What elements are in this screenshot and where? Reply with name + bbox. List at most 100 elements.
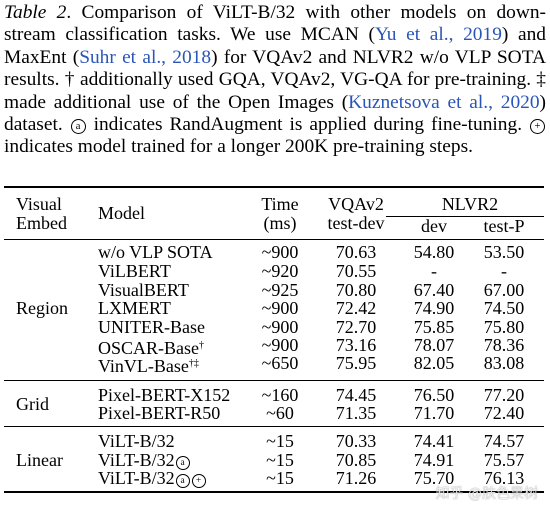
caption-text: ) dataset. <box>4 91 546 136</box>
vqav2-score: 71.26 <box>335 468 377 488</box>
nlvr2-dev-score: 74.90 <box>413 298 455 318</box>
group-separator-rule <box>4 380 544 381</box>
model-name: VisualBERT <box>98 281 189 300</box>
inference-time: ~900 <box>261 335 299 355</box>
header-nlvr2: NLVR2 <box>441 194 499 214</box>
header-separator-rule <box>4 239 544 240</box>
model-name: Pixel-BERT-R50 <box>98 404 220 423</box>
model-name-text: OSCAR-Base <box>98 338 200 358</box>
model-name: ViLT-B/32 <box>98 432 175 451</box>
watermark: 知乎 @肤色果树 <box>435 486 538 502</box>
caption-text: ) and MaxEnt ( <box>4 24 546 68</box>
model-name-text: ViLT-B/32 <box>98 450 175 470</box>
footnote-marker: †‡ <box>188 358 199 369</box>
header-nlvr2-dev: dev <box>421 216 447 236</box>
nlvr2-dev-score: 71.70 <box>413 403 455 423</box>
nlvr2-testp-score: 76.13 <box>483 468 525 488</box>
visual-embed-label: Region <box>16 298 68 318</box>
inference-time: ~60 <box>266 403 294 423</box>
model-name-text: ViLT-B/32 <box>98 468 175 488</box>
nlvr2-subheader-rule <box>386 216 544 217</box>
nlvr2-dev-score: 67.40 <box>413 280 455 300</box>
inference-time: ~900 <box>261 298 299 318</box>
inference-time: ~900 <box>261 317 299 337</box>
model-name: UNITER-Base <box>98 318 205 337</box>
nlvr2-dev-score: 75.85 <box>413 317 455 337</box>
randaugment-symbol: a <box>70 119 86 135</box>
model-name: VinVL-Base†‡ <box>98 354 199 376</box>
visual-embed-label: Linear <box>16 450 63 470</box>
vqav2-score: 72.70 <box>335 317 377 337</box>
table-caption: Table 2. Comparison of ViLT-B/32 with ot… <box>4 2 546 159</box>
vqav2-score: 70.55 <box>335 261 377 281</box>
header-vqav2-split: test-dev <box>327 213 385 233</box>
inference-time: ~15 <box>266 450 294 470</box>
nlvr2-dev-score: - <box>431 261 437 281</box>
citation-link[interactable]: Yu et al., 2019 <box>374 24 502 46</box>
nlvr2-testp-score: 74.57 <box>483 431 525 451</box>
footnote-marker: † <box>199 340 205 351</box>
nlvr2-testp-score: 75.80 <box>483 317 525 337</box>
header-vqav2: VQAv2 <box>328 194 384 214</box>
nlvr2-testp-score: 77.20 <box>483 385 525 405</box>
vqav2-score: 70.63 <box>335 242 377 262</box>
model-name: ViLT-B/32 a <box>98 451 191 470</box>
header-time: Time <box>261 194 299 214</box>
nlvr2-dev-score: 54.80 <box>413 242 455 262</box>
model-name-text: ViLT-B/32 <box>98 431 175 451</box>
randaugment-symbol: a <box>175 456 190 470</box>
model-name: Pixel-BERT-X152 <box>98 386 230 405</box>
header-embed: Embed <box>16 213 67 233</box>
model-name-text: Pixel-BERT-R50 <box>98 403 221 423</box>
model-name-text: VinVL-Base <box>98 356 189 376</box>
nlvr2-dev-score: 75.70 <box>413 468 455 488</box>
inference-time: ~15 <box>266 468 294 488</box>
nlvr2-testp-score: 78.36 <box>483 335 525 355</box>
model-name-text: ViLBERT <box>98 261 171 281</box>
model-name-text: w/o VLP SOTA <box>98 242 213 262</box>
vqav2-score: 70.80 <box>335 280 377 300</box>
model-name-text: Pixel-BERT-X152 <box>98 385 231 405</box>
model-name-text: VisualBERT <box>98 280 189 300</box>
caption-text: ) for VQAv2 and NLVR2 w/o VLP SOTA resul… <box>4 46 546 113</box>
model-name: LXMERT <box>98 299 171 318</box>
header-visual: Visual <box>16 194 62 214</box>
caption-text: indicates model trained for a longer 200… <box>4 136 474 158</box>
model-name: ViLBERT <box>98 262 171 281</box>
header-model: Model <box>98 203 145 223</box>
caption-label: Table 2 <box>4 2 67 23</box>
header-nlvr2-testp: test-P <box>483 216 525 236</box>
visual-embed-label: Grid <box>16 394 49 414</box>
model-name: ViLT-B/32 a + <box>98 469 207 488</box>
vqav2-score: 71.35 <box>335 403 377 423</box>
vqav2-score: 75.95 <box>335 353 377 373</box>
nlvr2-dev-score: 82.05 <box>413 353 455 373</box>
vqav2-score: 74.45 <box>335 385 377 405</box>
caption-text: . Comparison of ViLT-B/32 with other mod… <box>4 2 547 46</box>
model-name-text: LXMERT <box>98 298 171 318</box>
model-name: w/o VLP SOTA <box>98 243 213 262</box>
citation-link[interactable]: Suhr et al., 2018 <box>79 46 212 68</box>
table-top-rule <box>4 186 544 188</box>
header-time-unit: (ms) <box>263 213 297 233</box>
model-name: OSCAR-Base† <box>98 336 204 358</box>
vqav2-score: 70.85 <box>335 450 377 470</box>
caption-text: indicates RandAugment is applied during … <box>86 114 529 136</box>
longer-training-symbol: + <box>530 119 545 135</box>
table-bottom-rule <box>4 491 544 493</box>
citation-link[interactable]: Kuznetsova et al., 2020 <box>348 91 540 113</box>
vqav2-score: 72.42 <box>335 298 377 318</box>
nlvr2-testp-score: 75.57 <box>483 450 525 470</box>
nlvr2-testp-score: 72.40 <box>483 403 525 423</box>
inference-time: ~900 <box>261 242 299 262</box>
nlvr2-dev-score: 78.07 <box>413 335 455 355</box>
inference-time: ~920 <box>261 261 299 281</box>
nlvr2-testp-score: 83.08 <box>483 353 525 373</box>
nlvr2-testp-score: - <box>501 261 507 281</box>
nlvr2-dev-score: 76.50 <box>413 385 455 405</box>
randaugment-symbol: a <box>175 474 190 488</box>
vqav2-score: 70.33 <box>335 431 377 451</box>
inference-time: ~15 <box>266 431 294 451</box>
nlvr2-testp-score: 53.50 <box>483 242 525 262</box>
